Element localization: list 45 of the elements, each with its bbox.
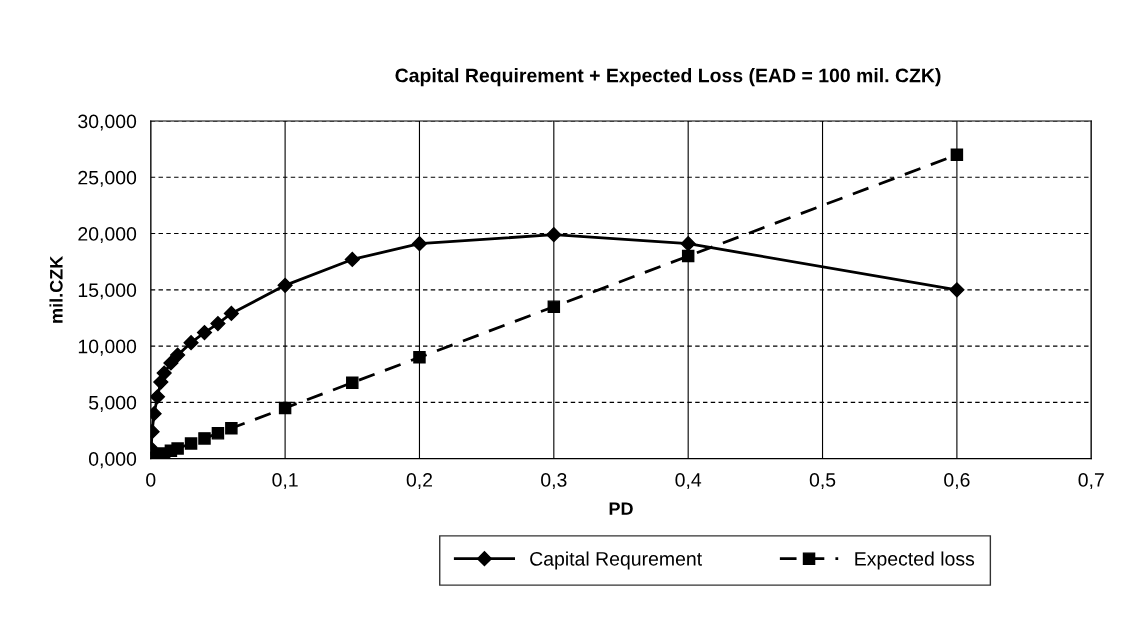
legend-label: Expected loss xyxy=(855,551,975,570)
y-tick-label: 20,000 xyxy=(78,227,137,244)
point xyxy=(211,427,225,440)
point xyxy=(346,376,359,389)
x-axis-title: PD xyxy=(609,502,633,515)
x-tick-label: 0,4 xyxy=(675,473,702,490)
y-tick-label: 15,000 xyxy=(78,283,137,300)
point xyxy=(344,251,360,268)
y-tick-label: 30,000 xyxy=(78,114,137,131)
x-tick-label: 0,2 xyxy=(406,473,432,490)
x-tick-label: 0,5 xyxy=(809,473,836,490)
point xyxy=(681,249,695,263)
y-axis-title: mil.CZK xyxy=(49,255,63,323)
point xyxy=(411,236,428,252)
point xyxy=(156,365,172,381)
point xyxy=(184,437,198,450)
y-tick-label: 10,000 xyxy=(78,339,137,356)
point xyxy=(170,347,186,363)
legend-label: Capital Requrement xyxy=(530,551,702,570)
point xyxy=(196,325,213,341)
point xyxy=(210,316,226,332)
point xyxy=(278,401,292,415)
y-tick-label: 25,000 xyxy=(78,170,137,187)
x-tick-label: 0,1 xyxy=(272,473,298,490)
x-tick-label: 0,3 xyxy=(541,473,567,490)
y-tick-label: 5,000 xyxy=(88,395,137,412)
x-tick-label: 0,6 xyxy=(944,473,970,490)
x-tick-label: 0 xyxy=(146,473,156,487)
point xyxy=(413,351,426,364)
x-tick-label: 0,7 xyxy=(1078,473,1104,490)
point xyxy=(546,227,562,243)
point xyxy=(183,335,199,351)
y-tick-label: 0,000 xyxy=(88,452,137,469)
point xyxy=(198,432,211,445)
chart-title: Capital Requirement + Expected Loss (EAD = 100 mil. CZK) xyxy=(395,68,941,87)
point xyxy=(547,300,561,313)
point xyxy=(950,148,964,162)
point xyxy=(277,277,293,293)
point xyxy=(225,422,238,435)
point xyxy=(680,236,696,252)
point xyxy=(949,282,965,298)
point xyxy=(150,389,166,405)
point xyxy=(223,305,239,322)
point xyxy=(163,355,179,371)
point xyxy=(171,442,184,455)
